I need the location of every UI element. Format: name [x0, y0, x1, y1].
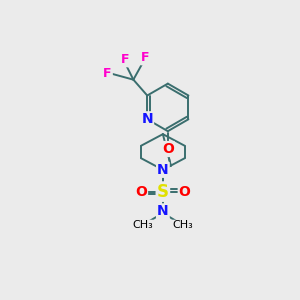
Text: CH₃: CH₃ — [133, 220, 153, 230]
Text: N: N — [157, 204, 169, 218]
Text: O: O — [135, 184, 147, 199]
Text: N: N — [141, 112, 153, 126]
Text: O: O — [162, 142, 174, 156]
Text: F: F — [141, 51, 149, 64]
Text: O: O — [179, 184, 190, 199]
Text: F: F — [121, 53, 130, 66]
Text: S: S — [157, 183, 169, 201]
Text: F: F — [103, 67, 112, 80]
Text: N: N — [157, 163, 169, 177]
Text: CH₃: CH₃ — [172, 220, 193, 230]
